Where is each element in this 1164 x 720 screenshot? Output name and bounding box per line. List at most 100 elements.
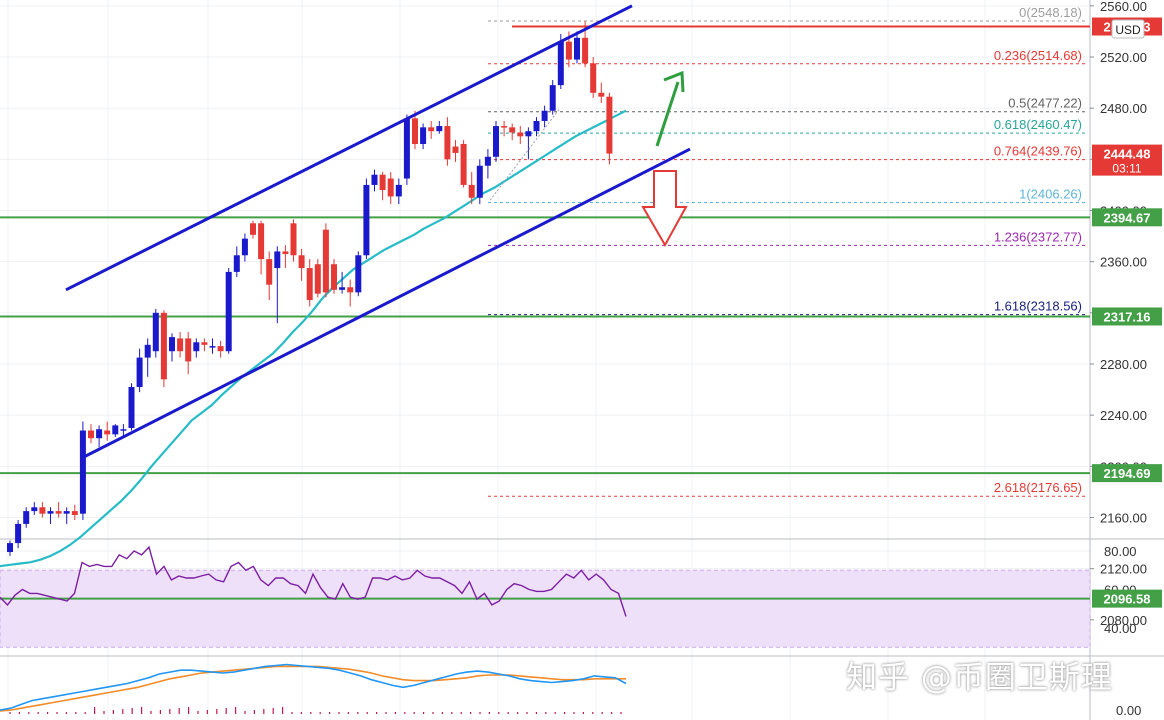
- price-tag-label: 2194.69: [1104, 466, 1151, 481]
- candle-body: [152, 312, 159, 352]
- candle-body: [347, 287, 354, 293]
- fib-label: 1.618(2318.56): [994, 299, 1082, 314]
- currency-box: USD: [1111, 19, 1145, 39]
- candle-body: [331, 264, 337, 290]
- fibonacci-labels: 0(2548.18) 0.236(2514.68) 0.5(2477.22) 0.61…: [994, 5, 1082, 495]
- candle-body: [549, 85, 556, 111]
- candle-body: [582, 37, 589, 64]
- candle-body: [606, 96, 613, 154]
- candle-body: [339, 287, 346, 290]
- candle-body: [436, 126, 443, 132]
- candle-body: [468, 184, 475, 198]
- axis-tick-label: 2160.00: [1100, 511, 1147, 526]
- candle-body: [509, 127, 516, 133]
- annotation-arrows: [641, 70, 688, 248]
- price-tag-label: 2096.58: [1104, 592, 1151, 607]
- fib-label: 1(2406.26): [1019, 186, 1082, 201]
- axis-tick-label: 2240.00: [1100, 408, 1147, 423]
- candle-body: [517, 132, 524, 137]
- candle-body: [290, 223, 297, 256]
- current-price-label: 2444.48: [1104, 147, 1151, 162]
- up-arrow-head: [663, 70, 685, 93]
- axis-tick-label: 2280.00: [1100, 357, 1147, 372]
- candle-body: [169, 337, 175, 352]
- rsi-band: [0, 569, 1091, 648]
- candle-body: [63, 511, 70, 514]
- candle-body: [533, 120, 540, 132]
- candle-body: [128, 387, 135, 428]
- price-tag: [1092, 589, 1162, 608]
- candle-body: [460, 143, 467, 185]
- fib-label: 0.5(2477.22): [1008, 96, 1082, 111]
- channel-lower-line: [82, 147, 691, 459]
- candle-body: [71, 511, 78, 515]
- fib-label: 0.764(2439.76): [994, 144, 1082, 159]
- candle-body: [444, 126, 451, 160]
- candle-body: [193, 342, 200, 352]
- candle-body: [39, 507, 46, 514]
- up-arrow: [655, 81, 680, 147]
- candle-body: [387, 178, 394, 197]
- axis-tick-label: 2080.00: [1100, 613, 1147, 628]
- candle-body: [15, 523, 22, 544]
- candle-body: [250, 223, 256, 235]
- axis-tick-label: 2480.00: [1100, 101, 1147, 116]
- price-tag-label: 2317.16: [1104, 309, 1151, 324]
- rsi-tick-label: 80.00: [1104, 544, 1137, 559]
- axis-tick-label: 2520.00: [1100, 50, 1147, 65]
- down-arrow: [641, 170, 688, 248]
- candle-body: [420, 127, 427, 144]
- fibonacci-lines: [488, 20, 1085, 497]
- candle-body: [160, 312, 167, 380]
- fib-label: 0.618(2460.47): [994, 117, 1082, 132]
- candle-body: [225, 271, 232, 352]
- watermark: 知乎 @币圈卫斯理: [846, 660, 1113, 696]
- rsi-line: [0, 545, 627, 617]
- candle-body: [282, 251, 289, 254]
- macd-tick-label: 0.00: [1116, 703, 1141, 718]
- candle-body: [314, 264, 321, 294]
- candle-body: [233, 255, 240, 272]
- candle-body: [120, 429, 127, 431]
- fib-label: 0.236(2514.68): [994, 48, 1082, 63]
- axis-tick-label: 2120.00: [1100, 562, 1147, 577]
- candle-body: [185, 338, 192, 362]
- macd-line: [0, 663, 627, 711]
- candle-body: [484, 156, 491, 166]
- candle-body: [379, 174, 386, 191]
- candle-body: [412, 118, 418, 144]
- candle-body: [274, 251, 281, 269]
- horizontal-levels: [0, 25, 1090, 600]
- candle-body: [23, 511, 30, 524]
- candle-body: [112, 425, 119, 435]
- candle-body: [96, 429, 103, 439]
- currency-label: USD: [1115, 23, 1141, 37]
- candle-body: [322, 229, 329, 293]
- candle-body: [79, 430, 86, 514]
- candle-body: [55, 511, 62, 514]
- price-tag: [1092, 464, 1162, 483]
- candle-body: [298, 255, 305, 269]
- rising-channel: [65, 4, 691, 459]
- channel-upper-line: [65, 4, 633, 292]
- price-tag: [1092, 208, 1162, 227]
- price-tag-label: 2394.67: [1104, 210, 1151, 225]
- candlesticks: [7, 21, 613, 556]
- moving-average-line: [0, 109, 627, 568]
- price-axis: 2560.002520.002480.002440.002400.002360.…: [1090, 0, 1147, 718]
- candle-body: [557, 41, 564, 86]
- candle-body: [501, 126, 508, 128]
- axis-tick-label: 2360.00: [1100, 255, 1147, 270]
- candle-body: [177, 338, 184, 352]
- fib-label: 1.236(2372.77): [994, 229, 1082, 244]
- fib-label: 0(2548.18): [1019, 5, 1082, 20]
- candle-body: [355, 255, 362, 293]
- current-price-box: [1092, 144, 1162, 176]
- candle-body: [493, 126, 499, 157]
- candle-body: [241, 238, 248, 256]
- axis-tick-label: 2560.00: [1100, 0, 1147, 14]
- candle-body: [565, 41, 572, 60]
- candle-body: [217, 346, 224, 352]
